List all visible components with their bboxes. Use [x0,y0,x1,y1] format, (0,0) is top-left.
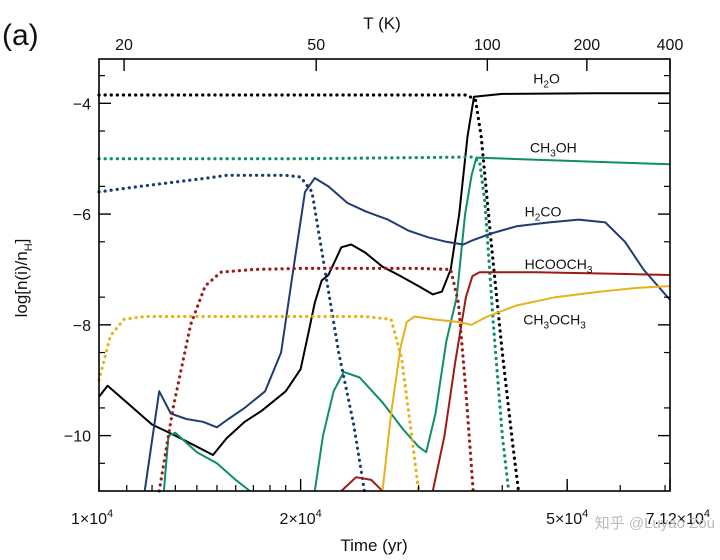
top-tick-label: 400 [657,37,684,54]
x-tick-label: 1×104 [71,508,113,528]
species-label-layer: H2O CH3OH H2CO HCOOCH3 CH3OCH3 [523,70,593,331]
series-ch3oh-gas-line [162,431,251,492]
series-layer [97,92,671,493]
series-ch3oh-ice-line [97,155,511,493]
watermark: 知乎 @Luyao Zou [595,515,715,532]
y-tick-label: −10 [64,429,91,446]
top-tick-label: 20 [115,37,133,54]
series-h2o-ice-line [97,93,521,493]
y-axis-title: log[n(i)/nH] [12,239,35,318]
y-tick-label: −6 [73,207,91,224]
series-h2co-gas-line [143,177,671,492]
top-tick-label: 200 [574,37,601,54]
x-tick-label: 5×104 [546,508,588,528]
y-tick-label: −8 [73,318,91,335]
y-axis-title-main: log[n(i)/n [12,251,31,317]
series-ch3oh-gas-line [313,156,671,492]
series-ch3och3-ice-line [97,314,421,493]
x-tick-label: 7.12×104 [646,508,710,528]
species-label-ch3oh: CH3OH [530,140,577,160]
series-ch3och3-gas-line [381,285,671,492]
y-axis-title-close: ] [12,239,31,244]
species-label-h2co: H2CO [525,203,562,223]
top-tick-label: 100 [474,37,501,54]
tick-layer: −4 −6 −8 −10 1×104 2×104 5×104 7.12×104 20 50 100 2… [64,37,710,528]
y-axis-title-sub: H [23,243,35,251]
species-label-h2o: H2O [533,70,560,90]
y-tick-label: −4 [73,96,91,113]
top-axis-title: T (K) [363,14,400,33]
species-label-hcooch3: HCOOCH3 [525,256,593,276]
top-tick-label: 50 [307,37,325,54]
panel-label: (a) [2,19,39,52]
x-axis-title: Time (yr) [340,536,407,555]
species-label-ch3och3: CH3OCH3 [523,311,586,331]
series-hcooch3-gas-line [431,271,671,492]
series-hcooch3-ice-line [157,266,475,493]
x-tick-label: 2×104 [280,508,322,528]
series-hcooch3-gas-line [340,476,384,492]
plot-frame [98,58,671,492]
series-h2co-ice-line [97,173,366,493]
